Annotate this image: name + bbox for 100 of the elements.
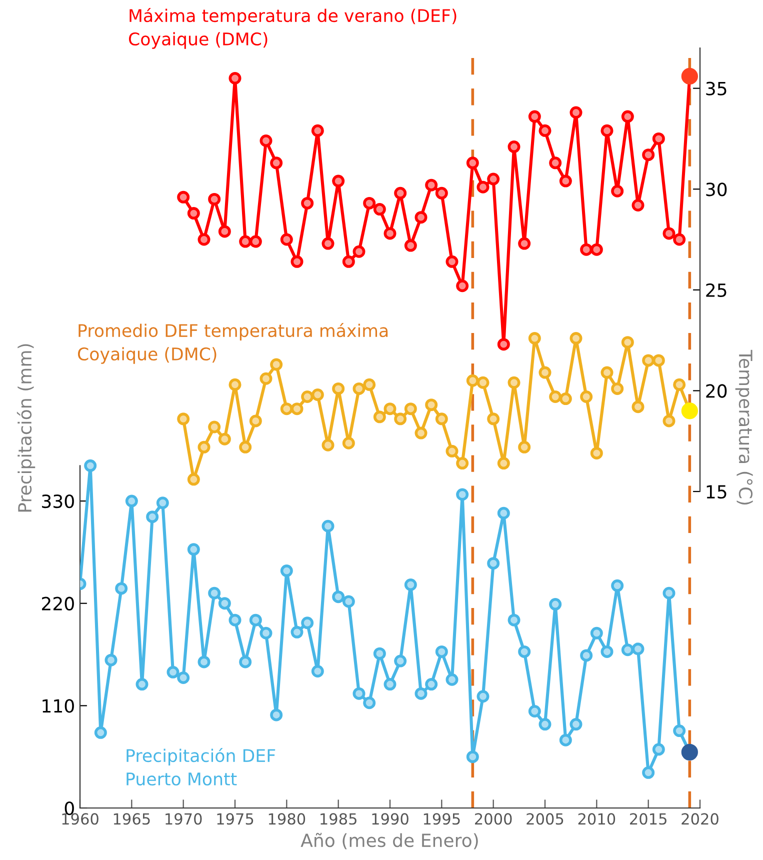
point [187,473,200,486]
point [632,198,644,212]
x-axis-title: Año (mes de Enero) [300,832,478,850]
point [538,718,552,731]
point [538,124,552,137]
point [156,496,169,510]
point [456,457,469,470]
point [208,420,221,434]
point [280,402,293,416]
point [621,644,634,656]
point [352,382,366,395]
point [249,414,262,428]
point [280,233,293,246]
point [414,687,428,700]
point [580,243,593,256]
point [332,590,345,604]
point [611,382,624,395]
x-tick-label: 2010 [578,813,616,825]
point [497,338,510,351]
point [228,378,242,391]
point [549,156,562,170]
point [249,614,262,626]
point [384,402,396,416]
point [580,390,593,404]
point [497,506,510,520]
point [528,332,541,345]
point [673,378,686,391]
point [301,616,314,630]
x-tick-label: 1960 [62,813,98,825]
point [549,598,562,611]
point [508,614,520,626]
point [466,750,479,764]
point [198,233,210,246]
point [446,444,458,458]
point [642,354,655,367]
point [342,595,355,608]
point [218,597,231,610]
point [290,402,304,416]
point [177,412,190,426]
y-tick-label: 0 [64,801,74,816]
point [580,649,593,662]
point [456,280,469,292]
point [632,642,644,656]
point [363,696,376,710]
point [270,358,283,371]
point [373,647,386,660]
point [662,227,676,240]
point [125,494,138,508]
point [611,579,624,592]
y-tick-label: 110 [42,699,74,713]
x-tick-label: 2000 [475,813,512,825]
point [673,233,686,246]
point [570,718,582,731]
point [290,255,304,268]
point [435,412,448,426]
x-tick-label: 1990 [372,813,408,825]
point [301,196,314,210]
point [301,390,314,404]
point [497,457,510,470]
point [476,180,490,194]
point [662,414,676,428]
point [187,543,200,556]
point [373,410,386,424]
point [611,184,624,198]
point [322,237,334,250]
point [208,192,221,206]
point [476,690,490,703]
y-axis-title: Precipitación (mm) [16,344,36,512]
point [104,654,118,666]
point [84,459,97,472]
point [342,255,355,268]
point [435,645,448,658]
point [476,376,490,389]
point [332,382,345,395]
point [239,656,252,668]
point [136,678,148,691]
series-label: Precipitación DEF Puerto Montt [126,748,276,786]
point [681,68,698,85]
point [280,564,293,578]
point [487,412,500,426]
point [508,140,520,154]
x-tick-label: 2020 [682,813,718,825]
point [425,178,438,192]
point [414,426,428,440]
point [673,724,686,738]
point [559,734,572,746]
point [621,110,634,123]
point [446,673,458,686]
point [435,186,448,200]
point [621,336,634,349]
point [642,766,655,779]
point [538,366,552,379]
point [425,678,438,691]
point [311,124,324,137]
point [352,245,366,258]
point [652,354,665,367]
point [590,446,603,460]
point [394,412,407,426]
point [590,243,603,256]
x-tick-label: 1980 [268,813,306,825]
